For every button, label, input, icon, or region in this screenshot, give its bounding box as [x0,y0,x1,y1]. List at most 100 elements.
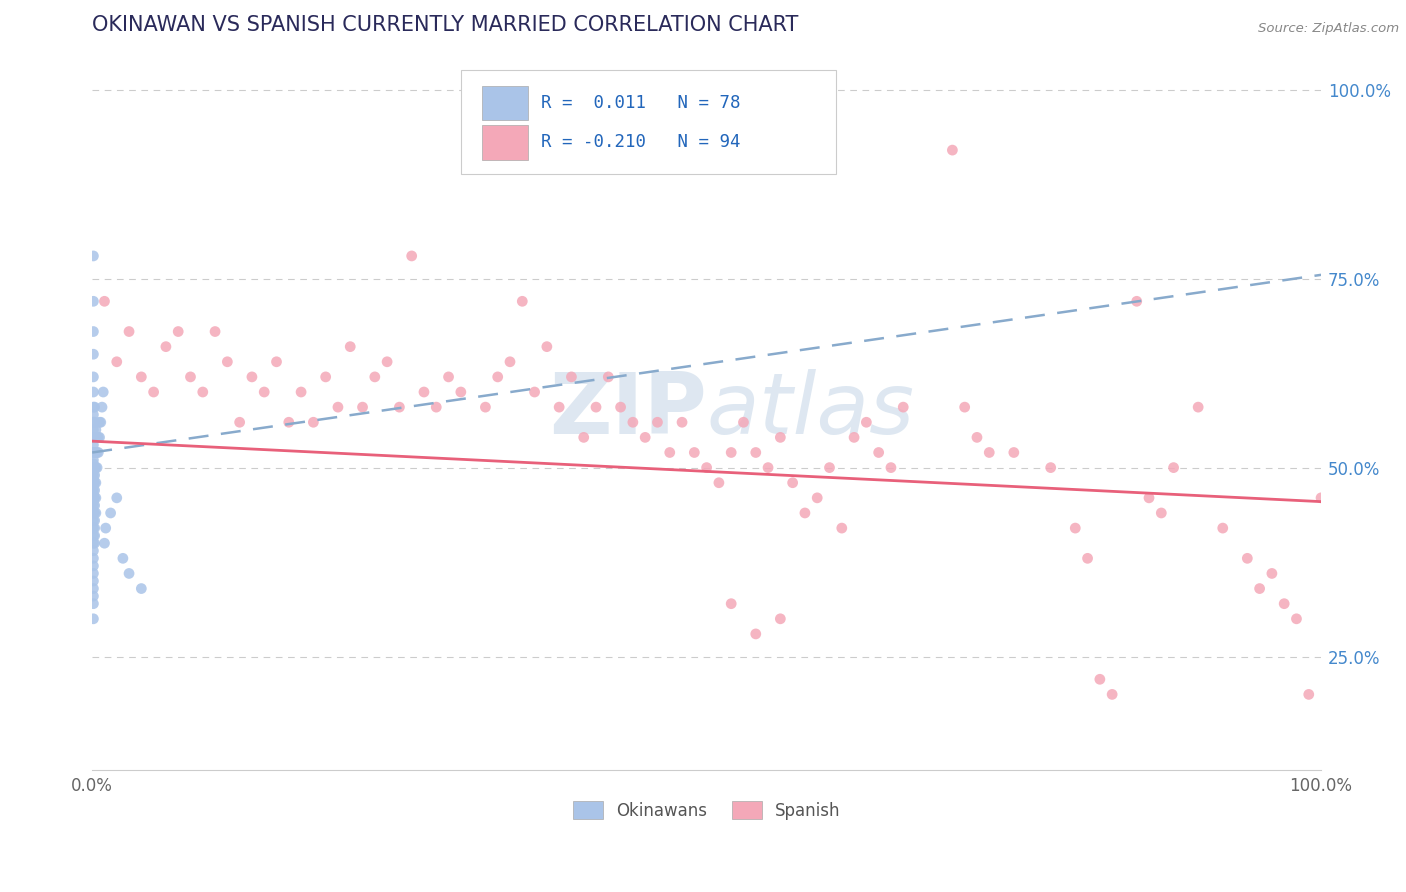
Point [82,566,104,581]
Text: OKINAWAN VS SPANISH CURRENTLY MARRIED CORRELATION CHART: OKINAWAN VS SPANISH CURRENTLY MARRIED CO… [93,15,799,35]
Point [84,506,107,520]
Point [82,445,104,459]
Point [82,423,104,437]
Point [510,294,533,309]
Point [548,400,571,414]
Point [83,475,105,490]
Point [769,612,792,626]
Point [634,430,657,444]
Point [1272,597,1295,611]
Point [82,438,104,452]
Point [82,325,104,339]
Point [339,340,361,354]
Point [474,400,496,414]
Point [100,506,122,520]
Point [1125,294,1147,309]
Point [315,370,337,384]
Point [83,521,105,535]
Point [155,340,177,354]
Point [1101,687,1123,701]
Point [94,521,117,535]
Point [167,325,190,339]
Point [83,460,105,475]
Point [82,558,104,573]
Point [658,445,681,459]
Point [83,415,105,429]
Point [647,415,669,429]
FancyBboxPatch shape [482,125,529,160]
Point [82,457,104,471]
Point [1039,460,1062,475]
Point [89,415,111,429]
Point [818,460,841,475]
Point [253,384,276,399]
Point [720,445,742,459]
Point [953,400,976,414]
Point [855,415,877,429]
Point [806,491,828,505]
Point [326,400,349,414]
Point [82,491,104,505]
Point [191,384,214,399]
Point [413,384,436,399]
Point [536,340,558,354]
Point [609,400,631,414]
Point [290,384,312,399]
Point [782,475,804,490]
FancyBboxPatch shape [482,86,529,120]
Point [82,483,104,498]
Point [769,430,792,444]
Point [745,445,768,459]
Point [82,472,104,486]
Point [437,370,460,384]
Point [84,423,107,437]
Point [523,384,546,399]
Point [733,415,755,429]
Point [1249,582,1271,596]
Point [228,415,250,429]
Point [352,400,374,414]
Point [82,384,104,399]
Point [979,445,1001,459]
Point [90,415,112,429]
Point [375,355,398,369]
Point [1212,521,1234,535]
Point [1088,673,1111,687]
Legend: Okinawans, Spanish: Okinawans, Spanish [565,795,848,826]
Point [82,430,104,444]
Point [1150,506,1173,520]
Point [450,384,472,399]
Point [671,415,693,429]
Point [82,494,104,508]
Point [83,483,105,498]
Point [82,551,104,566]
Point [560,370,582,384]
Point [82,294,104,309]
Point [84,460,107,475]
Point [1163,460,1185,475]
Point [89,430,111,444]
Text: Source: ZipAtlas.com: Source: ZipAtlas.com [1258,22,1399,36]
Point [217,355,239,369]
Point [941,143,963,157]
Point [86,430,108,444]
Point [82,612,104,626]
Point [83,468,105,483]
Point [83,430,105,444]
Point [793,506,815,520]
Point [83,506,105,520]
Point [86,460,108,475]
Point [82,479,104,493]
Point [425,400,447,414]
Point [1298,687,1320,701]
Point [87,430,110,444]
Point [82,475,104,490]
Point [1261,566,1284,581]
Point [82,521,104,535]
Point [82,400,104,414]
Point [621,415,644,429]
Point [82,347,104,361]
Point [82,460,104,475]
Point [83,445,105,459]
Point [707,475,730,490]
